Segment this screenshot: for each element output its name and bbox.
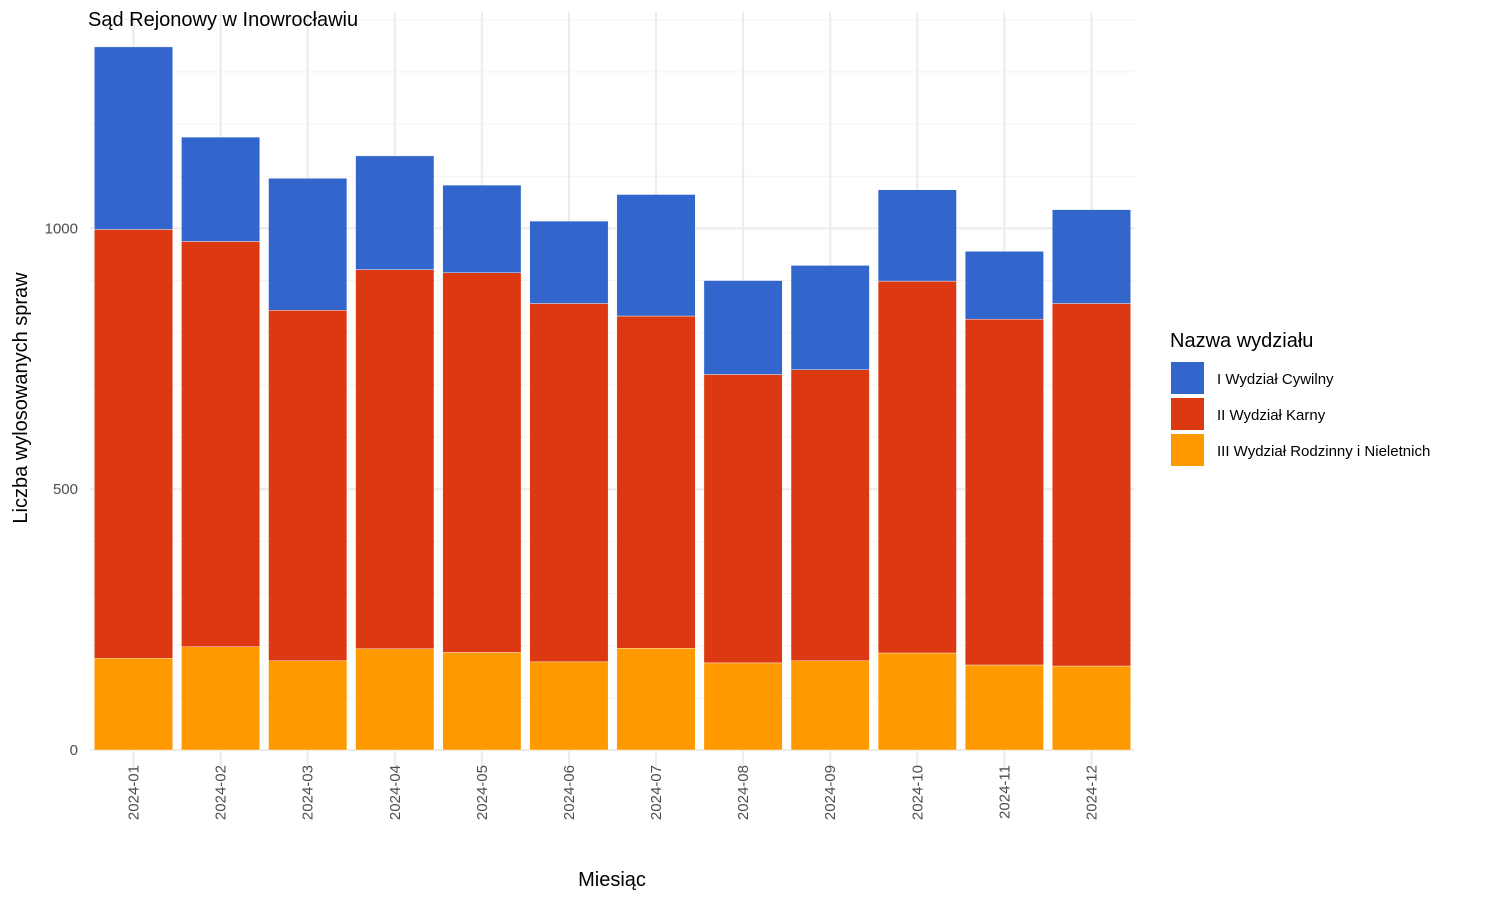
x-tick-label: 2024-11: [996, 765, 1013, 819]
bar-segment: [964, 318, 1044, 666]
bar-segment: [703, 662, 783, 751]
bar-segment: [94, 46, 173, 230]
bar-segment: [442, 184, 522, 273]
bar-segment: [442, 272, 522, 653]
legend-swatch: [1171, 362, 1204, 394]
x-tick-label: 2024-10: [909, 765, 926, 820]
bar-segment: [355, 648, 435, 751]
bar-segment: [964, 251, 1044, 320]
y-tick-label: 1000: [45, 220, 78, 237]
x-tick-label: 2024-06: [561, 765, 578, 820]
x-tick-label: 2024-01: [126, 765, 143, 820]
x-axis-ticks: 2024-01 2024-02 2024-03 2024-04 2024-05 2024-…: [126, 765, 1101, 820]
x-tick-label: 2024-09: [822, 765, 839, 820]
legend-label: I Wydział Cywilny: [1217, 371, 1334, 388]
x-tick-label: 2024-07: [648, 765, 665, 820]
bar-segment: [616, 315, 696, 649]
bar-segment: [790, 265, 870, 370]
x-tick-label: 2024-12: [1083, 765, 1100, 820]
legend-swatch: [1171, 398, 1204, 430]
bar-segment: [1052, 303, 1131, 667]
bar-segment: [355, 155, 435, 270]
bar-segment: [877, 280, 957, 654]
bar-segment: [1052, 209, 1131, 304]
bar-segment: [94, 657, 173, 751]
bar-segment: [442, 652, 522, 751]
bar-segment: [616, 648, 696, 751]
x-axis-title: Miesiąc: [578, 869, 646, 891]
bar-segment: [181, 136, 261, 242]
bar-segment: [790, 660, 870, 751]
bar-segment: [877, 189, 957, 282]
bar-segment: [1052, 665, 1131, 751]
bar-segment: [268, 310, 348, 662]
bar-segment: [529, 303, 609, 663]
bar-segment: [703, 374, 783, 664]
bar-segment: [181, 646, 261, 751]
bar-segment: [529, 220, 609, 304]
x-tick-label: 2024-03: [300, 765, 317, 820]
bar-segment: [877, 652, 957, 751]
bar-segment: [790, 369, 870, 662]
bar-segment: [181, 241, 261, 647]
bar-segment: [94, 229, 173, 659]
x-tick-label: 2024-05: [474, 765, 491, 820]
bar-segment: [964, 664, 1044, 751]
x-tick-label: 2024-04: [387, 765, 404, 820]
bar-segment: [529, 661, 609, 751]
bar-segment: [616, 194, 696, 317]
x-tick-label: 2024-02: [213, 765, 230, 820]
legend-label: III Wydział Rodzinny i Nieletnich: [1217, 443, 1430, 460]
bar-segment: [355, 269, 435, 650]
bar-segment: [703, 280, 783, 375]
bars: [94, 46, 1131, 751]
bar-segment: [268, 660, 348, 751]
chart-title: Sąd Rejonowy w Inowrocławiu: [88, 9, 358, 31]
legend-swatch: [1171, 434, 1204, 466]
legend-title: Nazwa wydziału: [1170, 330, 1313, 352]
y-axis-ticks: 0 500 1000: [45, 220, 78, 759]
legend-label: II Wydział Karny: [1217, 407, 1326, 424]
y-axis-title: Liczba wylosowanych spraw: [10, 272, 32, 524]
x-tick-label: 2024-08: [735, 765, 752, 820]
y-tick-label: 500: [53, 481, 78, 498]
legend-items: I Wydział Cywilny II Wydział Karny III Wyd…: [1171, 362, 1430, 466]
bar-segment: [268, 178, 348, 311]
y-tick-label: 0: [70, 742, 78, 759]
legend: Nazwa wydziału I Wydział Cywilny II Wydzi…: [1170, 330, 1430, 466]
